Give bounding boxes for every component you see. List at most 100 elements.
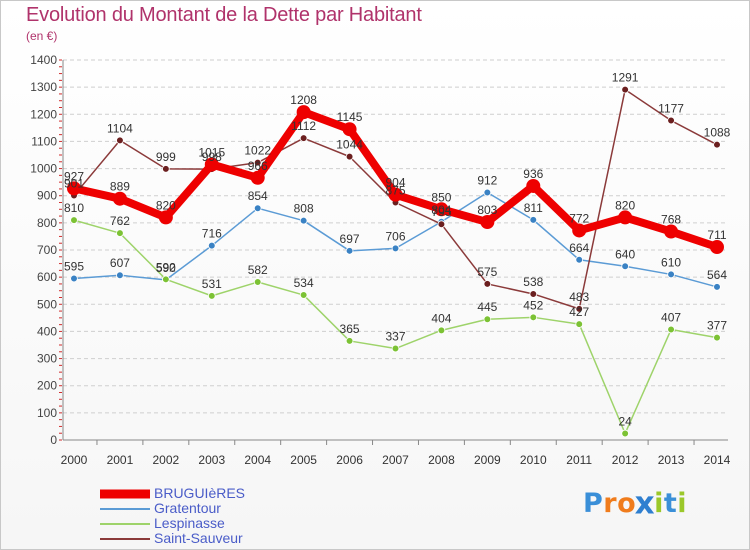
data-point — [253, 158, 262, 167]
data-point — [253, 278, 262, 286]
data-label: 427 — [569, 305, 589, 319]
data-point — [621, 262, 629, 271]
legend-swatch — [100, 537, 150, 540]
data-point — [116, 136, 124, 145]
data-point — [437, 326, 446, 335]
data-point — [526, 178, 541, 193]
data-point — [713, 283, 721, 291]
x-tick-label: 2002 — [153, 453, 180, 467]
data-label: 811 — [524, 201, 543, 215]
data-label: 1015 — [198, 146, 225, 160]
data-point — [621, 85, 629, 94]
data-label: 999 — [156, 150, 176, 164]
y-tick-label: 1300 — [30, 80, 57, 94]
x-tick-label: 2009 — [474, 453, 501, 467]
data-label: 1022 — [244, 144, 271, 158]
data-label: 912 — [477, 173, 497, 187]
data-label: 407 — [661, 311, 681, 325]
data-point — [480, 215, 495, 230]
data-label: 1112 — [291, 119, 316, 133]
data-label: 1088 — [704, 126, 731, 140]
legend-swatch — [100, 507, 150, 510]
data-point — [575, 305, 584, 313]
data-point — [664, 224, 679, 239]
data-point — [529, 216, 538, 224]
x-tick-label: 2008 — [428, 453, 455, 467]
data-label: 706 — [385, 229, 405, 243]
data-point — [250, 170, 265, 185]
data-point — [253, 204, 262, 213]
data-label: 337 — [385, 330, 405, 344]
x-tick-label: 2004 — [244, 453, 271, 467]
data-point — [713, 140, 721, 149]
data-point — [345, 247, 354, 255]
data-label: 483 — [569, 290, 589, 304]
x-tick-label: 2006 — [336, 453, 363, 467]
data-label: 808 — [294, 202, 314, 216]
data-label: 875 — [385, 184, 405, 198]
data-label: 404 — [431, 311, 451, 325]
data-point — [621, 429, 629, 438]
data-point — [299, 291, 308, 299]
data-point — [391, 344, 400, 353]
data-point — [572, 223, 587, 238]
x-tick-label: 2005 — [290, 453, 317, 467]
data-point — [529, 290, 538, 298]
data-label: 904 — [385, 176, 405, 190]
data-label: 592 — [156, 260, 176, 274]
data-label: 590 — [156, 261, 176, 275]
data-point — [299, 216, 308, 225]
y-tick-label: 700 — [37, 243, 57, 257]
data-point — [434, 202, 449, 217]
logo-letter: i — [677, 488, 688, 519]
y-tick-label: 1400 — [30, 53, 57, 67]
legend-label: Gratentour — [154, 500, 221, 516]
x-tick-label: 2003 — [198, 453, 225, 467]
y-tick-label: 800 — [37, 216, 57, 230]
data-label: 697 — [340, 232, 360, 246]
data-point — [388, 187, 403, 202]
data-point — [575, 320, 584, 328]
y-tick-label: 600 — [37, 270, 57, 284]
data-label: 582 — [248, 263, 268, 277]
x-tick-label: 2011 — [566, 453, 592, 467]
data-label: 445 — [477, 300, 497, 314]
data-label: 377 — [707, 319, 727, 333]
legend-label: Saint-Sauveur — [154, 530, 243, 546]
data-point — [710, 240, 724, 255]
y-tick-label: 300 — [37, 352, 57, 366]
data-point — [116, 229, 124, 237]
data-point — [204, 157, 219, 172]
data-label: 575 — [477, 265, 497, 279]
data-label: 610 — [661, 255, 681, 269]
data-point — [667, 270, 675, 279]
x-tick-label: 2010 — [520, 453, 547, 467]
data-label: 854 — [248, 189, 268, 203]
data-label: 901 — [64, 176, 84, 190]
y-tick-label: 0 — [50, 433, 57, 447]
data-label: 889 — [110, 180, 130, 194]
data-label: 936 — [523, 167, 543, 181]
data-point — [575, 255, 584, 264]
data-label: 966 — [248, 159, 268, 173]
logo-letter: x — [634, 485, 656, 522]
x-tick-label: 2001 — [107, 453, 134, 467]
data-label: 820 — [615, 198, 635, 212]
y-tick-label: 1100 — [31, 134, 57, 148]
data-point — [437, 220, 446, 229]
y-tick-label: 400 — [37, 324, 57, 338]
data-label: 716 — [202, 227, 222, 241]
data-label: 534 — [294, 276, 314, 290]
legend-swatch — [100, 522, 150, 525]
data-point — [207, 241, 216, 250]
data-point — [70, 216, 78, 224]
data-point — [207, 292, 216, 300]
data-point — [116, 271, 124, 280]
data-label: 531 — [202, 277, 222, 291]
data-point — [667, 325, 675, 334]
data-label: 607 — [110, 256, 130, 270]
data-label: 803 — [477, 203, 497, 217]
chart-title: Evolution du Montant de la Dette par Hab… — [26, 4, 422, 26]
legend-label: BRUGUIèRES — [154, 485, 246, 501]
legend-label: Lespinasse — [154, 515, 225, 531]
